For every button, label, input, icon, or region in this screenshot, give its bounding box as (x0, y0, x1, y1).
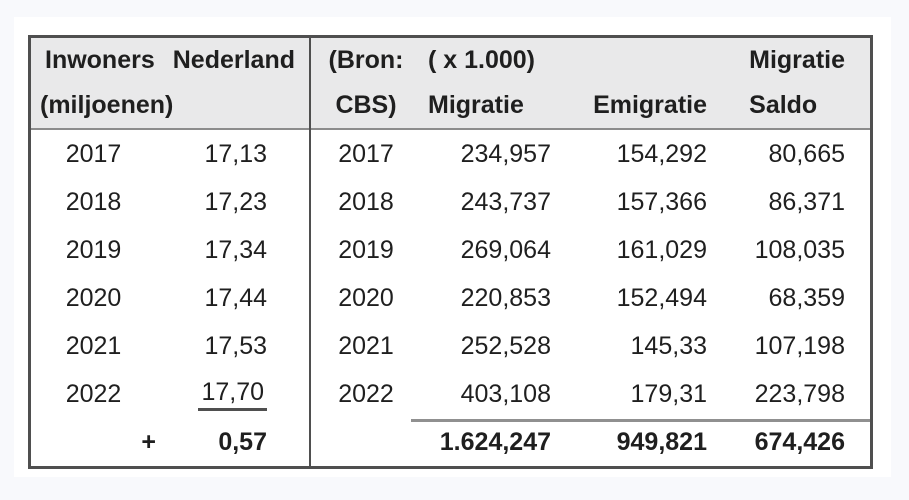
year-cell: 2020 (65, 283, 122, 312)
migratie-section: (Bron: ( x 1.000) CBS) Migratie Emigrati… (311, 38, 870, 466)
emigratie-value: 152,494 (616, 283, 707, 312)
migratie-value: 403,108 (460, 379, 551, 408)
year-cell: 2020 (338, 283, 394, 312)
year-cell: 2022 (338, 379, 394, 408)
migratie-header: (Bron: ( x 1.000) CBS) Migratie Emigrati… (311, 38, 870, 130)
year-cell: 2018 (338, 187, 394, 216)
saldo-value: 86,371 (768, 187, 845, 216)
emigratie-value: 161,029 (616, 235, 707, 264)
saldo-column-label: Migratie Saldo (749, 38, 845, 128)
emigratie-value: 154,292 (616, 139, 707, 168)
saldo-label-line2: Saldo (749, 91, 818, 119)
emigratie-value: 145,33 (630, 331, 707, 360)
inwoners-value: 17,34 (204, 235, 267, 264)
plus-operator: + (141, 427, 156, 456)
inwoners-header: Inwoners Nederland (miljoenen) (31, 38, 309, 130)
inwoners-header-line2: (miljoenen) (31, 83, 309, 128)
year-cell: 2021 (338, 331, 394, 360)
migratie-value: 220,853 (460, 283, 551, 312)
migratie-total: 1.624,247 (439, 427, 551, 456)
migratie-value: 243,737 (460, 187, 551, 216)
migratie-value: 234,957 (460, 139, 551, 168)
population-migration-table: Inwoners Nederland (miljoenen) 2017 17,1… (28, 35, 873, 469)
inwoners-value: 17,53 (204, 331, 267, 360)
inwoners-value: 17,44 (204, 283, 267, 312)
totals-sum-rule (411, 419, 870, 422)
migratie-header-line1: (Bron: ( x 1.000) (311, 38, 870, 83)
inwoners-header-line1: Inwoners Nederland (31, 38, 309, 83)
emigratie-column-label: Emigratie (593, 91, 707, 119)
year-cell: 2019 (65, 235, 122, 264)
migratie-body: 2017 234,957 154,292 80,665 2018 243,737… (311, 130, 870, 466)
emigratie-total: 949,821 (616, 427, 707, 456)
year-cell: 2018 (65, 187, 122, 216)
nederland-label: Nederland (172, 46, 295, 74)
saldo-value: 107,198 (754, 331, 845, 360)
year-cell: 2022 (65, 379, 122, 408)
inwoners-body: 2017 17,13 2018 17,23 2019 17,34 2020 17… (31, 130, 309, 466)
emigratie-value: 157,366 (616, 187, 707, 216)
migratie-column-label: Migratie (428, 91, 524, 119)
saldo-value: 80,665 (768, 139, 845, 168)
saldo-label-line1: Migratie (749, 46, 845, 74)
miljoenen-label: (miljoenen) (40, 91, 174, 119)
migratie-header-line2: CBS) Migratie Emigratie (311, 83, 870, 128)
bron-label: (Bron: (328, 46, 404, 74)
year-cell: 2021 (65, 331, 122, 360)
migratie-value: 252,528 (460, 331, 551, 360)
year-cell: 2017 (338, 139, 394, 168)
inwoners-value: 17,23 (204, 187, 267, 216)
underlined-value: 17,70 (198, 378, 267, 411)
inwoners-total: 0,57 (218, 427, 267, 456)
year-cell: 2019 (338, 235, 394, 264)
saldo-value: 108,035 (754, 235, 845, 264)
inwoners-section: Inwoners Nederland (miljoenen) 2017 17,1… (31, 38, 311, 466)
saldo-value: 68,359 (768, 283, 845, 312)
year-cell: 2017 (65, 139, 122, 168)
empty-total-cell (311, 418, 421, 466)
inwoners-value: 17,13 (204, 139, 267, 168)
inwoners-value-underlined: 17,70 (156, 370, 267, 418)
saldo-total: 674,426 (754, 427, 845, 456)
emigratie-value: 179,31 (630, 379, 707, 408)
saldo-value: 223,798 (754, 379, 845, 408)
inwoners-label: Inwoners (45, 46, 155, 74)
cbs-label: CBS) (335, 91, 397, 119)
migratie-value: 269,064 (460, 235, 551, 264)
unit-label: ( x 1.000) (428, 46, 536, 74)
